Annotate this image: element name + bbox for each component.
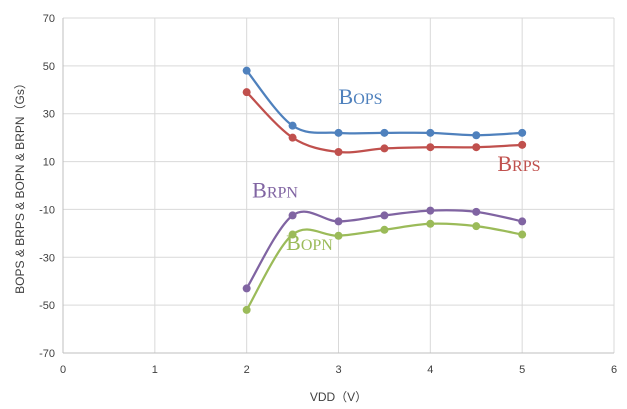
data-point-bops	[334, 128, 343, 137]
data-point-bopn	[472, 222, 481, 231]
data-point-bops	[426, 128, 435, 137]
data-point-bopn	[426, 219, 435, 228]
axes: -70 -50 -30 -10 10 30 50 70 0 1 2 3 4 5 6	[39, 13, 617, 376]
x-tick-label: 2	[244, 364, 250, 376]
x-tick-label: 3	[335, 364, 341, 376]
x-tick-label: 1	[152, 364, 158, 376]
data-point-brpn	[380, 211, 389, 220]
series-line-bops	[245, 69, 523, 137]
y-tick-label: 50	[43, 61, 55, 73]
x-tick-label: 5	[519, 364, 525, 376]
data-point-bops	[380, 128, 389, 137]
series-group	[242, 66, 527, 314]
data-point-brpn	[518, 217, 527, 226]
data-point-brps	[380, 144, 389, 153]
y-tick-label: -30	[39, 252, 55, 264]
gridlines	[63, 17, 615, 353]
y-tick-label: 30	[43, 109, 55, 121]
data-point-bopn	[242, 305, 251, 314]
data-point-brpn	[472, 207, 481, 216]
data-point-brps	[242, 88, 251, 97]
data-point-bops	[288, 121, 297, 130]
data-point-bops	[242, 66, 251, 75]
data-point-brps	[426, 143, 435, 152]
data-point-brpn	[426, 206, 435, 215]
x-tick-label: 4	[427, 364, 433, 376]
x-axis-title: VDD（V）	[310, 390, 367, 404]
y-tick-label: -50	[39, 300, 55, 312]
y-tick-label: -10	[39, 204, 55, 216]
y-tick-label: 10	[43, 157, 55, 169]
data-point-bopn	[288, 230, 297, 239]
data-point-bopn	[380, 225, 389, 234]
y-axis-title: BOPS & BRPS & BOPN & BRPN（Gs）	[13, 77, 27, 294]
data-point-bops	[472, 131, 481, 140]
y-tick-label: 70	[43, 13, 55, 25]
data-point-brpn	[288, 211, 297, 220]
data-point-brpn	[334, 217, 343, 226]
x-tick-label: 0	[60, 364, 66, 376]
data-point-brps	[518, 140, 527, 149]
y-tick-label: -70	[39, 348, 55, 360]
x-tick-label: 6	[611, 364, 617, 376]
series-label-bopn: BOPN	[286, 230, 333, 255]
series-label-bops: BOPS	[339, 84, 383, 109]
series-label-brpn: BRPN	[252, 177, 298, 202]
data-point-bops	[518, 128, 527, 137]
data-point-brps	[288, 133, 297, 142]
data-point-brps	[472, 143, 481, 152]
series-labels: BOPS BRPS BRPN BOPN	[252, 84, 540, 255]
data-point-brpn	[242, 284, 251, 293]
series-label-brps: BRPS	[497, 151, 540, 176]
data-point-brps	[334, 148, 343, 156]
data-point-bopn	[334, 231, 343, 240]
data-point-bopn	[518, 230, 527, 239]
